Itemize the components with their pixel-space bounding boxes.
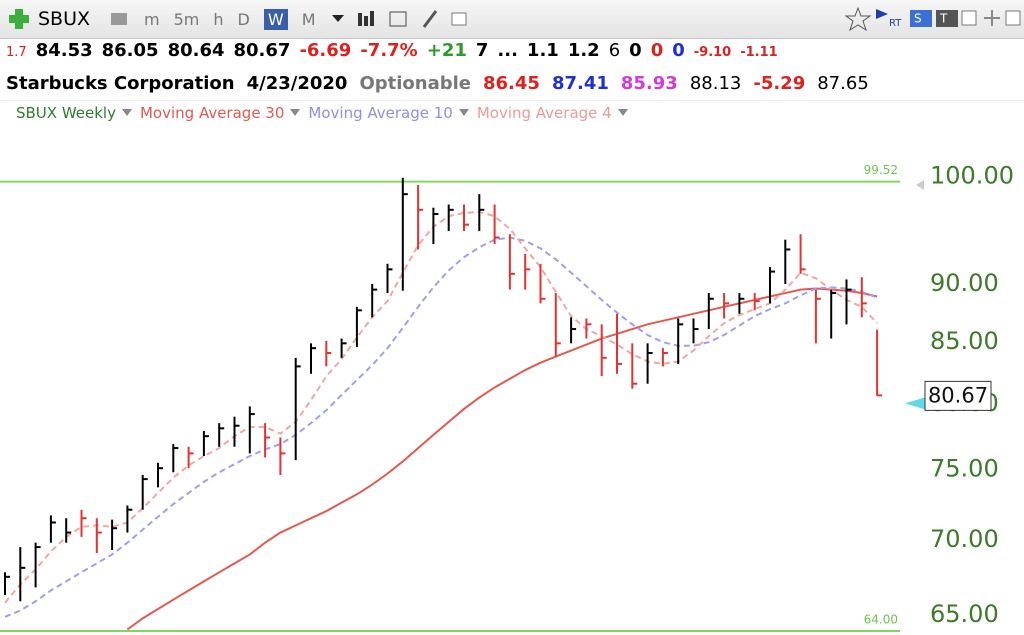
quote-value: 1.7 bbox=[6, 45, 27, 60]
moving-average-line bbox=[126, 287, 878, 631]
last-price-box bbox=[924, 380, 992, 411]
svg-text:RT: RT bbox=[889, 18, 902, 29]
last-price-label: 80.67 bbox=[928, 383, 988, 407]
legend: SBUX Weekly Moving Average 30 Moving Avera… bbox=[16, 104, 628, 122]
interval[interactable]: m bbox=[144, 9, 160, 29]
quote-value: 1.1 bbox=[526, 40, 559, 61]
y-tick-label: 100.00 bbox=[930, 162, 1014, 190]
interval[interactable]: M bbox=[301, 9, 316, 29]
axis-marker bbox=[916, 180, 924, 190]
quote-value: ... bbox=[497, 40, 518, 61]
quote-value: 6 bbox=[608, 40, 621, 61]
quote-value: 1.2 bbox=[567, 40, 600, 61]
legend-label: Moving Average 10 bbox=[308, 104, 453, 122]
svg-text:S: S bbox=[914, 12, 922, 26]
quote-value: +21 bbox=[426, 40, 467, 61]
last-price-marker bbox=[905, 397, 925, 410]
y-tick-label: 75.00 bbox=[930, 455, 999, 483]
svg-text:T: T bbox=[939, 12, 948, 26]
arrow bbox=[617, 109, 628, 116]
quote-value: -1.11 bbox=[740, 45, 778, 60]
optionable: Optionable bbox=[359, 73, 471, 94]
quote-value: -7.7% bbox=[360, 40, 418, 61]
y-tick-label: 90.00 bbox=[930, 269, 999, 297]
tool-icon[interactable] bbox=[108, 9, 132, 29]
info-value: 87.41 bbox=[551, 73, 609, 94]
info-value: 87.65 bbox=[817, 73, 869, 94]
date: 4/23/2020 bbox=[246, 73, 348, 94]
arrow bbox=[121, 109, 132, 116]
legend-dropdown[interactable] bbox=[617, 109, 628, 117]
quote-value: 84.53 bbox=[35, 40, 93, 61]
quote-value: 80.64 bbox=[167, 40, 225, 61]
company-name: Starbucks Corporation bbox=[6, 73, 235, 94]
quote-value: 86.05 bbox=[101, 40, 159, 61]
interval[interactable]: W bbox=[263, 8, 288, 30]
info-value: 86.45 bbox=[483, 73, 540, 94]
y-tick-label: 65.00 bbox=[930, 600, 999, 628]
interval[interactable]: D bbox=[237, 9, 250, 29]
legend-item[interactable]: Moving Average 30 bbox=[139, 104, 301, 122]
interval[interactable]: h bbox=[213, 9, 224, 29]
moving-average-line bbox=[4, 210, 878, 604]
quote-value: -9.10 bbox=[693, 45, 732, 60]
level-label: 64.00 bbox=[864, 613, 898, 627]
arrow bbox=[458, 109, 469, 116]
toolbar-icons[interactable] bbox=[330, 7, 480, 31]
info-line: Starbucks Corporation 4/23/2020 Optionab… bbox=[6, 73, 881, 94]
quote-line: 1.7 84.53 86.05 80.64 80.67 -6.69 -7.7% … bbox=[6, 40, 787, 61]
y-tick-label: 70.00 bbox=[930, 525, 999, 553]
quote-value: 80.67 bbox=[233, 40, 291, 61]
legend-label: Moving Average 4 bbox=[476, 104, 612, 122]
moving-average-line bbox=[4, 236, 878, 618]
legend-item[interactable]: Moving Average 4 bbox=[477, 104, 628, 122]
legend-item[interactable]: SBUX Weekly bbox=[16, 104, 132, 122]
info-value: -5.29 bbox=[753, 73, 806, 94]
toolbar: SBUX m 5m h D W M RT S T bbox=[0, 0, 1024, 39]
info-value: 88.13 bbox=[689, 73, 742, 94]
y-tick-label: 85.00 bbox=[930, 327, 999, 355]
legend-label: SBUX Weekly bbox=[16, 104, 116, 122]
legend-dropdown[interactable] bbox=[458, 109, 469, 117]
arrow bbox=[290, 109, 301, 116]
level-label: 99.52 bbox=[864, 163, 898, 177]
quote-value: 0 bbox=[672, 40, 685, 61]
symbol[interactable]: SBUX bbox=[38, 8, 91, 30]
interval[interactable]: 5m bbox=[173, 9, 200, 29]
add-icon[interactable] bbox=[6, 6, 32, 32]
legend-item[interactable]: Moving Average 10 bbox=[308, 104, 469, 122]
legend-dropdown[interactable] bbox=[290, 109, 301, 117]
right-icons[interactable]: RT S T bbox=[844, 5, 1024, 33]
quote-value: 0 bbox=[629, 40, 642, 61]
info-value: 85.93 bbox=[620, 73, 678, 94]
quote-value: 7 bbox=[475, 40, 489, 61]
quote-value: -6.69 bbox=[299, 40, 352, 61]
quote-value: 0 bbox=[650, 40, 664, 61]
chart: 100.0090.0085.0080.0075.0070.0065.0099.5… bbox=[0, 100, 1024, 633]
legend-label: Moving Average 30 bbox=[139, 104, 285, 122]
legend-dropdown[interactable] bbox=[121, 109, 132, 117]
